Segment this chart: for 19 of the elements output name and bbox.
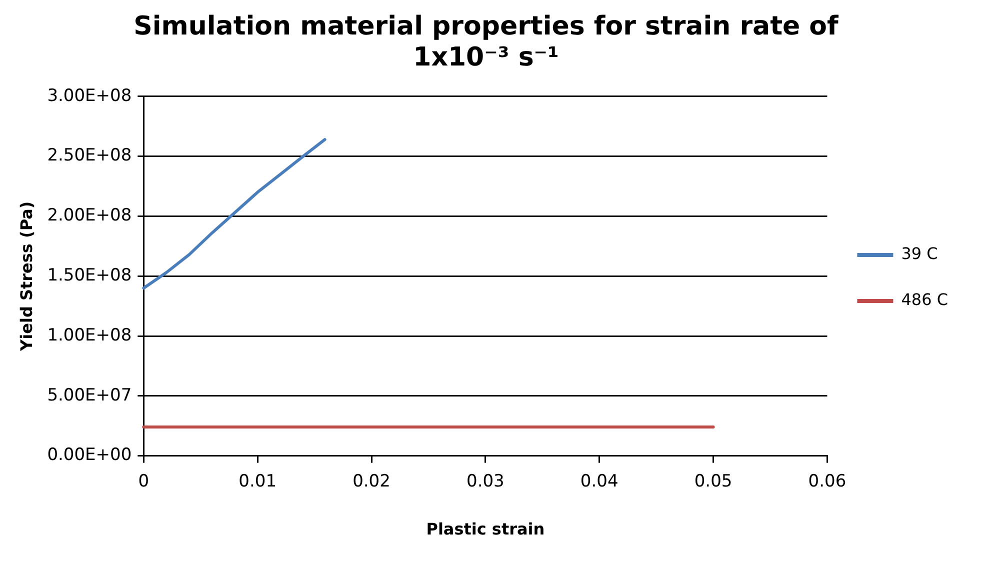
legend-label: 486 C	[901, 290, 948, 310]
x-tick-label: 0.02	[352, 472, 390, 492]
x-tick-label: 0.05	[694, 472, 732, 492]
chart-title: Simulation material properties for strain rate of 1x10⁻³ s⁻¹	[134, 11, 840, 73]
y-tick-label: 2.00E+08	[47, 206, 132, 226]
legend-label: 39 C	[901, 244, 938, 264]
x-tick-label: 0.01	[238, 472, 277, 492]
y-tick-label: 1.00E+08	[47, 325, 132, 346]
y-tick-label: 3.00E+08	[47, 86, 132, 106]
y-tick-label: 5.00E+07	[47, 385, 132, 406]
x-tick-label: 0	[138, 472, 150, 492]
x-tick-label: 0.03	[466, 472, 504, 492]
x-axis-title: Plastic strain	[426, 520, 545, 539]
y-tick-label: 2.50E+08	[47, 146, 132, 166]
y-tick-label: 0.00E+00	[47, 445, 132, 466]
x-tick-label: 0.04	[580, 472, 618, 492]
y-tick-label: 1.50E+08	[47, 266, 132, 286]
x-tick-label: 0.06	[808, 472, 846, 492]
y-axis-title: Yield Stress (Pa)	[16, 201, 36, 352]
